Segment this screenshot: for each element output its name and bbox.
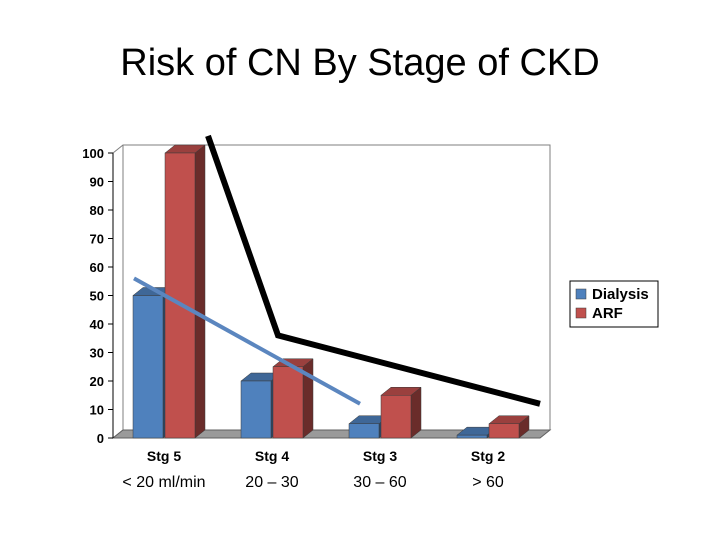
legend-label: ARF xyxy=(592,305,623,322)
bar-arf-stg2 xyxy=(488,423,520,439)
y-tick-label: 0 xyxy=(97,431,104,446)
y-tick-label: 20 xyxy=(90,374,104,389)
y-tick-label: 60 xyxy=(90,260,104,275)
bar-side xyxy=(194,144,206,439)
y-tick-label: 70 xyxy=(90,232,104,247)
y-tick-label: 50 xyxy=(90,289,104,304)
bar-arf-stg4 xyxy=(272,366,304,439)
y-tick-label: 90 xyxy=(90,175,104,190)
x-tick-label: Stg 5 xyxy=(147,448,181,464)
legend-swatch xyxy=(575,307,587,319)
x-sublabel: 20 – 30 xyxy=(245,474,298,491)
y-tick-label: 10 xyxy=(90,403,104,418)
y-tick-label: 80 xyxy=(90,203,104,218)
y-tick-label: 100 xyxy=(82,146,104,161)
slide-title: Risk of CN By Stage of CKD xyxy=(120,42,600,84)
x-sublabel: 30 – 60 xyxy=(353,474,406,491)
legend xyxy=(569,280,659,328)
x-tick-label: Stg 4 xyxy=(255,448,289,464)
trend-line-blue xyxy=(133,276,361,406)
bar-arf-stg3 xyxy=(380,395,412,439)
bar-side xyxy=(302,358,314,439)
x-sublabel: > 60 xyxy=(472,474,504,491)
bar-dialysis-stg4 xyxy=(240,380,272,439)
legend-label: Dialysis xyxy=(592,286,649,303)
legend-swatch xyxy=(575,288,587,300)
bar-dialysis-stg2 xyxy=(456,434,488,439)
bar-side xyxy=(410,386,422,439)
bar-dialysis-stg5 xyxy=(132,295,164,439)
bar-arf-stg5 xyxy=(164,152,196,439)
bar-dialysis-stg3 xyxy=(348,423,380,439)
trend-line-black xyxy=(205,134,541,407)
x-sublabel: < 20 ml/min xyxy=(122,474,205,491)
x-tick-label: Stg 2 xyxy=(471,448,505,464)
x-tick-label: Stg 3 xyxy=(363,448,397,464)
y-tick-label: 30 xyxy=(90,346,104,361)
y-tick-label: 40 xyxy=(90,317,104,332)
